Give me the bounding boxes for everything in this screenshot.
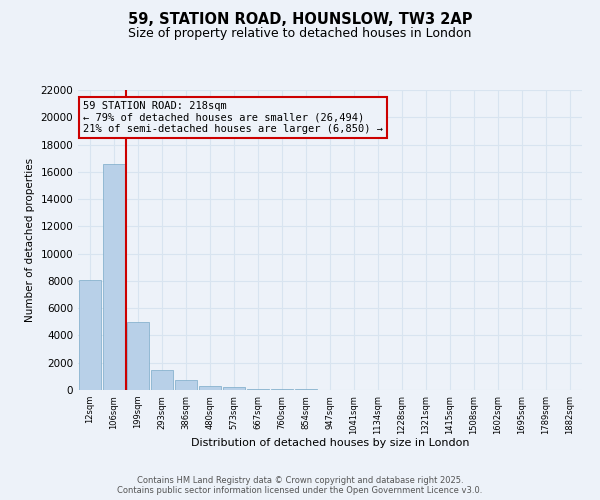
Text: 59, STATION ROAD, HOUNSLOW, TW3 2AP: 59, STATION ROAD, HOUNSLOW, TW3 2AP bbox=[128, 12, 472, 28]
Y-axis label: Number of detached properties: Number of detached properties bbox=[25, 158, 35, 322]
X-axis label: Distribution of detached houses by size in London: Distribution of detached houses by size … bbox=[191, 438, 469, 448]
Bar bbox=[127, 322, 149, 390]
Text: 59 STATION ROAD: 218sqm
← 79% of detached houses are smaller (26,494)
21% of sem: 59 STATION ROAD: 218sqm ← 79% of detache… bbox=[83, 101, 383, 134]
Text: Contains HM Land Registry data © Crown copyright and database right 2025.
Contai: Contains HM Land Registry data © Crown c… bbox=[118, 476, 482, 495]
Bar bbox=[271, 389, 293, 390]
Bar bbox=[223, 388, 245, 390]
Bar bbox=[247, 388, 269, 390]
Bar bbox=[79, 280, 101, 390]
Bar bbox=[199, 386, 221, 390]
Bar bbox=[103, 164, 125, 390]
Bar bbox=[151, 370, 173, 390]
Bar bbox=[175, 380, 197, 390]
Text: Size of property relative to detached houses in London: Size of property relative to detached ho… bbox=[128, 28, 472, 40]
